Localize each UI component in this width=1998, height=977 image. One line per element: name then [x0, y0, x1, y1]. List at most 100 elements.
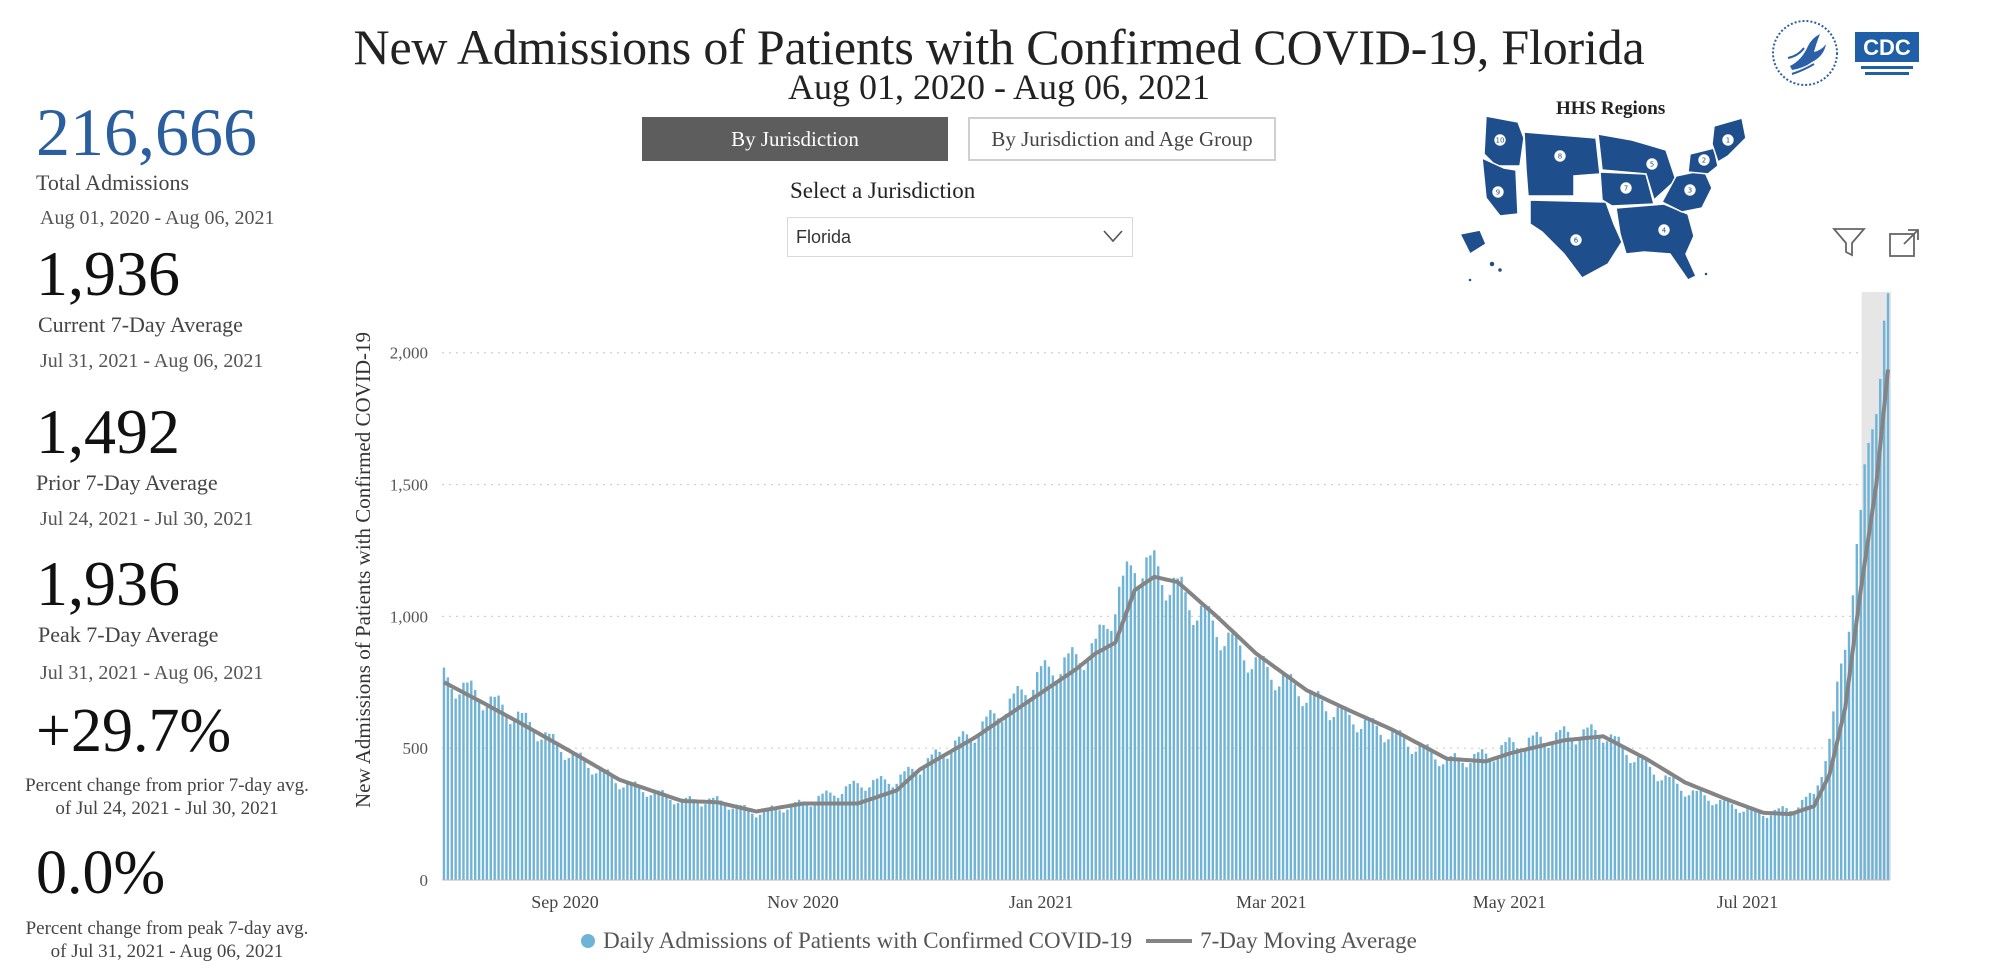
- daily-admission-bar: [669, 799, 672, 880]
- daily-admission-bar: [501, 704, 504, 880]
- total-admissions-dates: Aug 01, 2020 - Aug 06, 2021: [40, 207, 275, 229]
- daily-admission-bar: [602, 769, 606, 880]
- map-territory: [1703, 271, 1709, 277]
- x-tick-label: Nov 2020: [767, 892, 839, 912]
- y-tick-label: 2,000: [390, 344, 428, 363]
- daily-admission-bar: [676, 802, 680, 880]
- daily-admission-bar: [1761, 816, 1765, 880]
- daily-admission-bar: [840, 793, 844, 880]
- map-label-2: 2: [1702, 157, 1706, 165]
- pct-change-peak-note: Percent change from peak 7-day avg. of J…: [25, 918, 309, 962]
- daily-admission-bar: [1824, 761, 1827, 880]
- page-title: New Admissions of Patients with Confirme…: [353, 19, 1645, 75]
- daily-admission-bar: [1793, 811, 1796, 880]
- daily-admission-bar: [1457, 757, 1460, 880]
- moving-average-line: [443, 369, 1890, 817]
- daily-admission-bar: [899, 774, 902, 880]
- daily-admission-bar: [751, 813, 754, 880]
- daily-admission-bar: [1879, 378, 1882, 880]
- daily-admission-bar: [993, 713, 996, 880]
- by-jurisdiction-button[interactable]: By Jurisdiction: [642, 117, 948, 161]
- daily-admission-bar: [723, 805, 727, 880]
- daily-admission-bar: [446, 677, 450, 880]
- chevron-down-icon: [1103, 230, 1123, 243]
- daily-admission-bar: [1332, 717, 1336, 880]
- admissions-chart: 0 500 1,000 1,500 2,000 Sep 2020 Nov 2020 Jan …: [351, 292, 1892, 912]
- daily-admission-bar: [1648, 766, 1652, 880]
- daily-admission-bar: [1164, 600, 1168, 880]
- daily-admission-bar: [1125, 561, 1129, 880]
- y-tick-label: 1,000: [390, 607, 428, 626]
- daily-admission-bar: [715, 796, 719, 880]
- daily-admission-bar: [1086, 661, 1090, 880]
- daily-admission-bar: [485, 706, 489, 880]
- date-range-subtitle: Aug 01, 2020 - Aug 06, 2021: [788, 67, 1210, 107]
- y-tick-label: 500: [403, 739, 429, 758]
- daily-admission-bar: [653, 790, 656, 880]
- total-admissions-label: Total Admissions: [36, 170, 190, 195]
- daily-admission-bar: [1547, 747, 1550, 880]
- daily-admission-bar: [1672, 777, 1675, 880]
- daily-admission-bar: [1102, 625, 1105, 880]
- expand-icon[interactable]: [1888, 228, 1920, 258]
- daily-admission-bar: [1000, 722, 1004, 880]
- daily-admission-bar: [618, 789, 621, 880]
- daily-admission-bar: [1652, 774, 1656, 880]
- daily-admission-bar: [891, 787, 895, 880]
- daily-admission-bar: [1375, 725, 1378, 880]
- daily-admission-bar: [1106, 628, 1109, 880]
- daily-admission-bar: [1067, 653, 1070, 880]
- legend-line-label: 7-Day Moving Average: [1200, 928, 1417, 953]
- daily-admission-bar: [1227, 632, 1230, 880]
- daily-admission-bar: [1707, 800, 1710, 880]
- map-label-4: 4: [1662, 227, 1667, 235]
- total-admissions-value: 216,666: [36, 94, 257, 170]
- pct-change-prior-value: +29.7%: [36, 697, 232, 765]
- daily-admission-bar: [1192, 625, 1195, 880]
- daily-admission-bar: [1270, 679, 1273, 880]
- hhs-regions-map[interactable]: 10 8 5 7 1 2 3 9 4 6: [1456, 104, 1786, 304]
- daily-admission-bar: [1434, 759, 1437, 880]
- daily-admission-bar: [1512, 742, 1515, 880]
- daily-admission-bar: [1196, 620, 1199, 880]
- daily-admission-bar: [1391, 730, 1394, 880]
- daily-admission-bar: [1629, 762, 1632, 880]
- daily-admission-bar: [1836, 681, 1839, 880]
- daily-admission-bar: [626, 781, 629, 880]
- map-territory: [1496, 266, 1504, 274]
- daily-admission-bar: [926, 758, 930, 880]
- daily-admission-bar: [1129, 565, 1133, 880]
- daily-admission-bar: [1235, 632, 1238, 880]
- x-tick-label: Mar 2021: [1236, 892, 1307, 912]
- daily-admission-bar: [1812, 793, 1816, 880]
- daily-admission-bar: [747, 809, 750, 880]
- daily-admission-bar: [1516, 748, 1519, 880]
- daily-admission-bar: [1004, 713, 1008, 880]
- daily-admission-bar: [630, 782, 633, 880]
- daily-admission-bar: [591, 774, 594, 880]
- daily-admission-bar: [860, 787, 863, 880]
- daily-admission-bar: [1711, 805, 1714, 880]
- daily-admission-bar: [989, 710, 992, 880]
- daily-admission-bar: [794, 802, 797, 880]
- cdc-logo: CDC: [1855, 32, 1919, 75]
- chart-x-ticks: Sep 2020 Nov 2020 Jan 2021 Mar 2021 May 2021…: [442, 879, 1890, 912]
- daily-admission-bar: [1773, 809, 1777, 880]
- daily-admission-bar: [918, 774, 922, 880]
- daily-admission-bar: [704, 804, 707, 880]
- filter-icon[interactable]: [1832, 226, 1866, 258]
- map-label-9: 9: [1496, 189, 1500, 197]
- daily-admission-bar: [1492, 761, 1496, 880]
- daily-admission-bar: [520, 712, 524, 880]
- jurisdiction-select[interactable]: Florida: [787, 217, 1133, 257]
- daily-admission-bar: [528, 722, 532, 880]
- daily-admission-bar: [458, 694, 461, 880]
- by-jurisdiction-age-group-button[interactable]: By Jurisdiction and Age Group: [968, 117, 1276, 161]
- daily-admission-bar: [1543, 743, 1546, 880]
- x-tick-label: Jan 2021: [1009, 892, 1074, 912]
- daily-admission-bar: [1691, 790, 1695, 880]
- daily-admission-bar: [1863, 464, 1866, 880]
- daily-admission-bar: [762, 809, 766, 880]
- hhs-regions-title: HHS Regions: [1556, 98, 1666, 119]
- daily-admission-bar: [1020, 689, 1023, 880]
